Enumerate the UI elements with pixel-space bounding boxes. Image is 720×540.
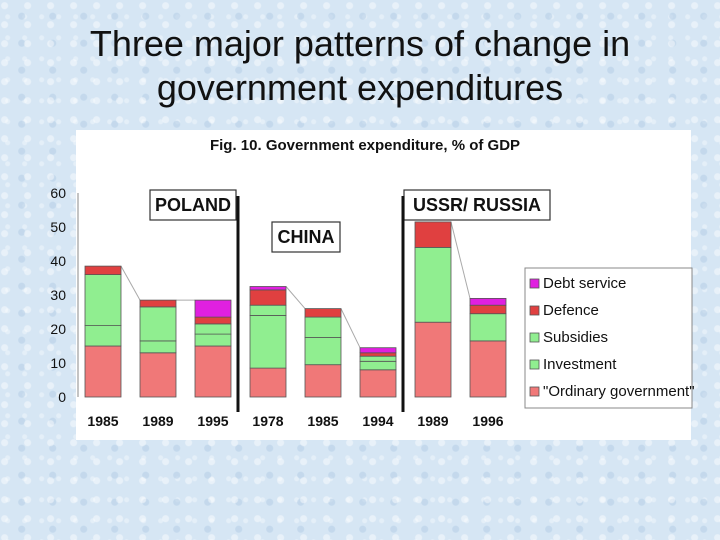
bar-segment: [139, 306, 177, 342]
bar-stack-5: [359, 347, 397, 398]
bar-segment: [194, 333, 232, 347]
bar-segment: [359, 360, 397, 371]
y-tick-label: 60: [50, 185, 66, 201]
legend-label: Investment: [543, 356, 617, 373]
region-label-2: USSR/ RUSSIA: [403, 189, 551, 221]
x-tick-label: 1989: [142, 413, 173, 429]
legend-label: "Ordinary government": [543, 383, 695, 400]
region-box: [271, 221, 341, 253]
bar-segment: [249, 314, 287, 369]
x-tick-label: 1985: [307, 413, 338, 429]
y-axis: 0 10 20 30 40 50 60: [50, 185, 79, 405]
legend: Debt service Defence Subsidies Investment "O…: [524, 267, 695, 409]
bar-segment: [139, 340, 177, 354]
bar-segment: [84, 265, 122, 276]
x-tick-label: 1978: [252, 413, 283, 429]
bar-segment: [84, 325, 122, 347]
bar-segment: [139, 299, 177, 308]
slide-title: Three major patterns of change in govern…: [0, 22, 720, 110]
x-tick-label: 1989: [417, 413, 448, 429]
legend-box: [524, 267, 693, 409]
bar-segment: [414, 321, 452, 398]
y-tick-label: 20: [50, 321, 66, 337]
region-label-1: CHINA: [271, 221, 341, 253]
legend-item: Investment: [529, 356, 617, 373]
legend-label: Defence: [543, 302, 599, 319]
legend-label: Debt service: [543, 275, 626, 292]
region-box: [403, 189, 551, 221]
bar-segment: [249, 286, 287, 291]
x-tick-label: 1996: [472, 413, 503, 429]
legend-swatch: [529, 278, 540, 289]
connector-line: [120, 265, 141, 301]
bar-segment: [139, 352, 177, 398]
legend-item: Subsidies: [529, 329, 608, 346]
x-tick-label: 1985: [87, 413, 118, 429]
region-label: USSR/ RUSSIA: [413, 195, 541, 215]
bar-stack-7: [469, 297, 507, 398]
bar-segment: [414, 246, 452, 323]
slide-title-line-2: government expenditures: [156, 67, 564, 108]
x-tick-label: 1995: [197, 413, 228, 429]
bar-segment: [304, 337, 342, 366]
bar-stack-3: [249, 286, 287, 398]
connector-line: [450, 221, 471, 299]
x-axis-labels: 1985 1989 1995 1978 1985 1994 1989 1996: [87, 413, 503, 429]
region-box: [149, 189, 237, 221]
bar-segment: [304, 364, 342, 398]
region-markers: POLAND CHINA USSR/ RUSSIA: [149, 189, 551, 412]
bar-segment: [84, 274, 122, 327]
bar-segment: [249, 304, 287, 316]
bar-stack-4: [304, 308, 342, 398]
connector-line: [285, 286, 306, 309]
bar-segment: [359, 347, 397, 354]
y-tick-label: 50: [50, 219, 66, 235]
y-tick-label: 10: [50, 355, 66, 371]
bar-segment: [84, 345, 122, 398]
bar-segment: [469, 340, 507, 398]
legend-label: Subsidies: [543, 329, 608, 346]
bar-segment: [469, 304, 507, 315]
legend-swatch: [529, 386, 540, 397]
bar-segment: [414, 221, 452, 248]
region-label: POLAND: [155, 195, 231, 215]
x-tick-label: 1994: [362, 413, 393, 429]
bar-stack-1: [139, 299, 177, 398]
bar-segment: [469, 313, 507, 342]
bar-stack-0: [84, 265, 122, 398]
connector-line: [340, 308, 361, 348]
bar-segment: [194, 323, 232, 335]
y-tick-label: 30: [50, 287, 66, 303]
bar-stack-2: [194, 299, 232, 398]
bar-connectors: [120, 221, 471, 348]
bar-segment: [194, 316, 232, 325]
bar-stack-6: [414, 221, 452, 398]
y-tick-label: 0: [58, 389, 66, 405]
y-tick-label: 40: [50, 253, 66, 269]
bar-segment: [194, 345, 232, 398]
region-label-0: POLAND: [149, 189, 237, 221]
slide-title-line-1: Three major patterns of change in: [89, 23, 631, 64]
legend-item: "Ordinary government": [529, 383, 695, 400]
legend-swatch: [529, 332, 540, 343]
bar-segment: [304, 316, 342, 338]
bars: [84, 221, 507, 398]
bar-segment: [359, 355, 397, 362]
bar-segment: [249, 289, 287, 306]
region-label: CHINA: [278, 227, 335, 247]
legend-swatch: [529, 359, 540, 370]
legend-swatch: [529, 305, 540, 316]
bar-segment: [359, 352, 397, 357]
bar-segment: [194, 299, 232, 318]
chart-title: Fig. 10. Government expenditure, % of GD…: [210, 137, 520, 154]
bar-segment: [304, 308, 342, 318]
bar-segment: [359, 369, 397, 398]
bar-segment: [469, 297, 507, 306]
legend-item: Defence: [529, 302, 599, 319]
legend-item: Debt service: [529, 275, 626, 292]
bar-segment: [249, 367, 287, 398]
